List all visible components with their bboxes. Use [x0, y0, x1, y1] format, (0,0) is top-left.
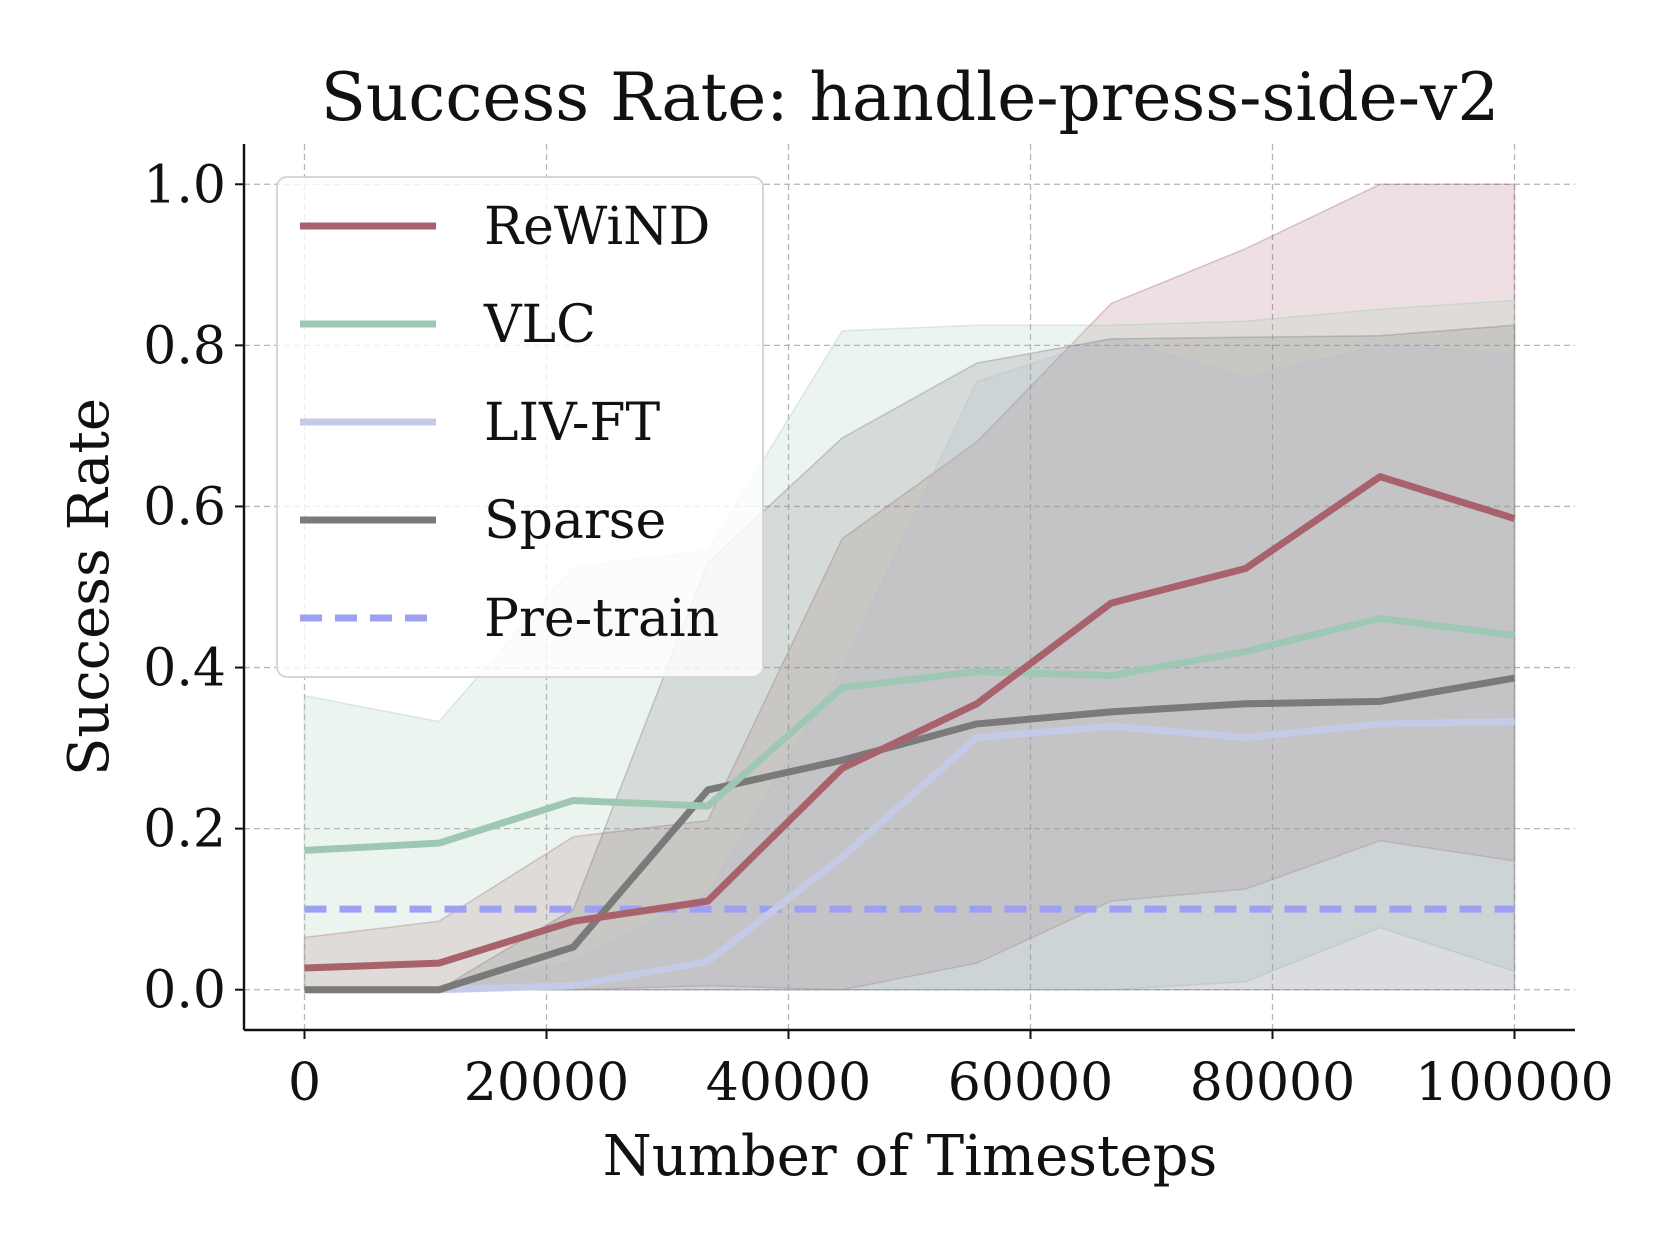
confidence-bands [303, 183, 1516, 991]
y-tick-label: 0.8 [143, 316, 226, 376]
x-axis-label: Number of Timesteps [603, 1124, 1217, 1189]
legend-label: Pre-train [484, 589, 719, 649]
legend-label: VLC [483, 295, 596, 355]
y-axis-label: Success Rate [57, 398, 122, 776]
axes [242, 144, 1575, 1032]
legend-label: ReWiND [484, 197, 710, 257]
y-tick-label: 0.2 [143, 800, 226, 860]
x-tick-label: 0 [288, 1053, 321, 1113]
chart-title: Success Rate: handle-press-side-v2 [321, 59, 1500, 136]
tick-labels: 0.0 0.2 0.4 0.6 0.8 1.0 0 20000 40000 60000 80000 1… [143, 155, 1613, 1113]
legend-label: Sparse [484, 491, 666, 551]
x-tick-label: 60000 [948, 1053, 1113, 1113]
x-tick-label: 40000 [706, 1053, 871, 1113]
x-tick-label: 20000 [464, 1053, 629, 1113]
y-tick-label: 0.4 [143, 639, 226, 699]
band-liv-ft [304, 336, 1516, 991]
series-line-rewind [304, 473, 1516, 972]
legend-label: LIV-FT [484, 393, 661, 453]
series-line-vlc [304, 614, 1515, 854]
x-tick-label: 100000 [1415, 1053, 1614, 1113]
legend: ReWiND VLC LIV-FT Sparse Pre-train [276, 176, 764, 678]
y-tick-label: 1.0 [143, 155, 226, 215]
x-tick-label: 80000 [1190, 1053, 1355, 1113]
y-tick-label: 0.6 [143, 477, 226, 537]
y-tick-label: 0.0 [143, 961, 226, 1021]
legend-frame [276, 176, 764, 678]
series-line-liv-ft [304, 718, 1515, 994]
series-lines [304, 473, 1516, 994]
band-rewind [303, 183, 1516, 991]
series-line-sparse [304, 674, 1516, 994]
